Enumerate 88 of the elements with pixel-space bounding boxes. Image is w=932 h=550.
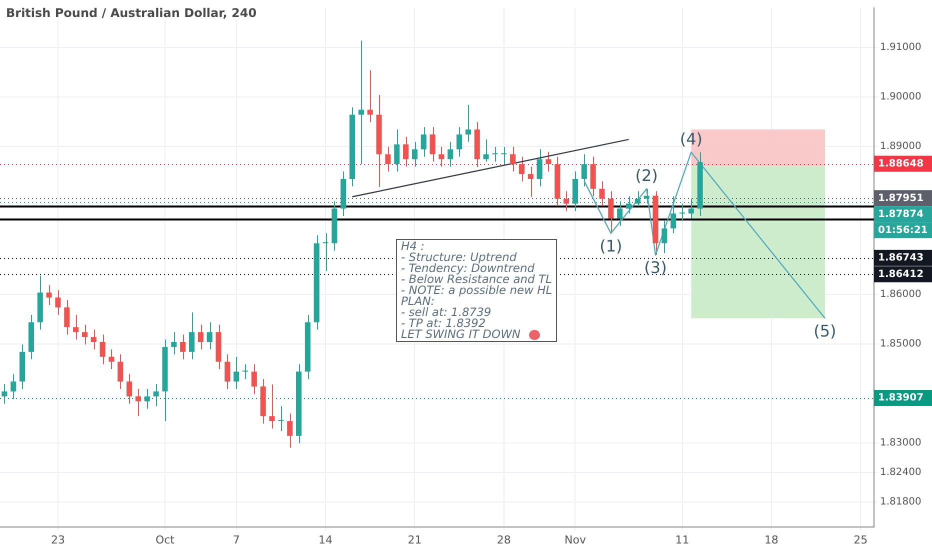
candlestick [599,180,605,207]
x-tick-label: 7 [232,533,240,546]
candlestick [118,354,124,390]
candlestick [188,312,195,360]
candlestick [564,190,570,212]
y-tick-label: 1.82400 [880,467,922,478]
candlestick [662,220,668,254]
candlestick [234,356,240,390]
ref-line-label: 1.83907 [878,392,924,404]
y-tick-label: 1.83000 [880,437,922,448]
candlestick [456,126,462,158]
y-tick-label: 1.86000 [880,289,922,300]
candlestick [536,148,542,187]
candlestick [403,136,409,168]
x-tick-label: 14 [318,533,333,546]
text: H4 : - Structure: Uptrend - Tendency: Downtrend - Below Resistance and TL - NOTE: a possible new HL PLAN: - sell at: 1.8739 - TP at: 1.8392 LET SWING IT DOWN [401,239,552,341]
x-tick-label: 25 [854,533,868,546]
candlestick [224,354,230,390]
candlestick [269,384,275,429]
candlestick [171,332,177,355]
candlestick [492,146,498,162]
x-tick-label: 18 [764,533,778,546]
ref-line-label: 1.86743 [878,252,924,264]
y-tick-label: 1.85000 [880,338,922,350]
candlestick [465,104,471,142]
candlestick [430,126,436,162]
candlestick [126,374,132,404]
x-tick-label: 23 [50,533,65,546]
candlestick [153,384,159,407]
ref-line-label: 1.86412 [878,268,924,280]
candlestick [55,290,61,316]
annotation: (4) [680,129,703,148]
candlestick [617,200,623,226]
candlestick [2,384,8,404]
candlestick [394,129,400,172]
candlestick [581,154,587,187]
candlestick [385,146,391,172]
x-tick-label: 21 [408,533,422,546]
y-tick-label: 1.91000 [880,42,922,54]
candlestick [679,203,686,222]
x-tick-label: 28 [496,533,511,546]
candlestick [46,284,52,306]
annotation: (2) [635,166,658,185]
y-tick-label: 1.81800 [880,496,922,508]
candlestick [135,388,141,417]
candlestick [144,388,150,410]
y-tick-label: 1.89000 [880,140,922,152]
annotation: (5) [814,321,836,340]
annotation: (3) [644,258,667,278]
x-tick-label: 11 [675,533,690,546]
candlestick [73,314,79,340]
candlestick [108,348,114,370]
candlestick [501,146,507,165]
candlestick [82,324,88,345]
chart-title: British Pound / Australian Dollar, 240 [6,6,257,20]
candlestick [90,329,96,350]
candlestick [448,141,454,168]
candlestick [510,146,516,172]
candlestick [251,364,257,394]
candlestick [367,70,373,123]
ref-line-label: 1.87874 [878,208,924,220]
y-tick-label: 1.90000 [880,92,922,103]
candlestick [100,334,106,365]
candlestick [438,146,444,168]
candlestick [528,166,534,198]
candlestick [64,300,70,336]
ref-line-label: 1.88648 [878,158,924,170]
candlestick [198,324,204,350]
candlestick [412,141,418,168]
candlestick [358,40,364,165]
annotation: (1) [600,236,622,256]
candlestick [180,334,186,360]
candlestick [322,232,328,272]
candlestick [10,374,16,400]
ref-line-label: 1.87951 [878,192,924,204]
candlestick [546,151,552,172]
candlestick [608,190,614,234]
x-tick-label: Nov [564,533,586,546]
candlestick [518,156,524,182]
candlestick [242,364,248,380]
candlestick [278,406,284,432]
candlestick [483,138,489,162]
candlestick [670,196,676,234]
candlestick [287,413,293,448]
candlestick [206,322,212,350]
text: 01:56:21 [878,224,928,236]
candlestick [420,126,426,158]
x-tick-label: Oct [155,533,176,546]
